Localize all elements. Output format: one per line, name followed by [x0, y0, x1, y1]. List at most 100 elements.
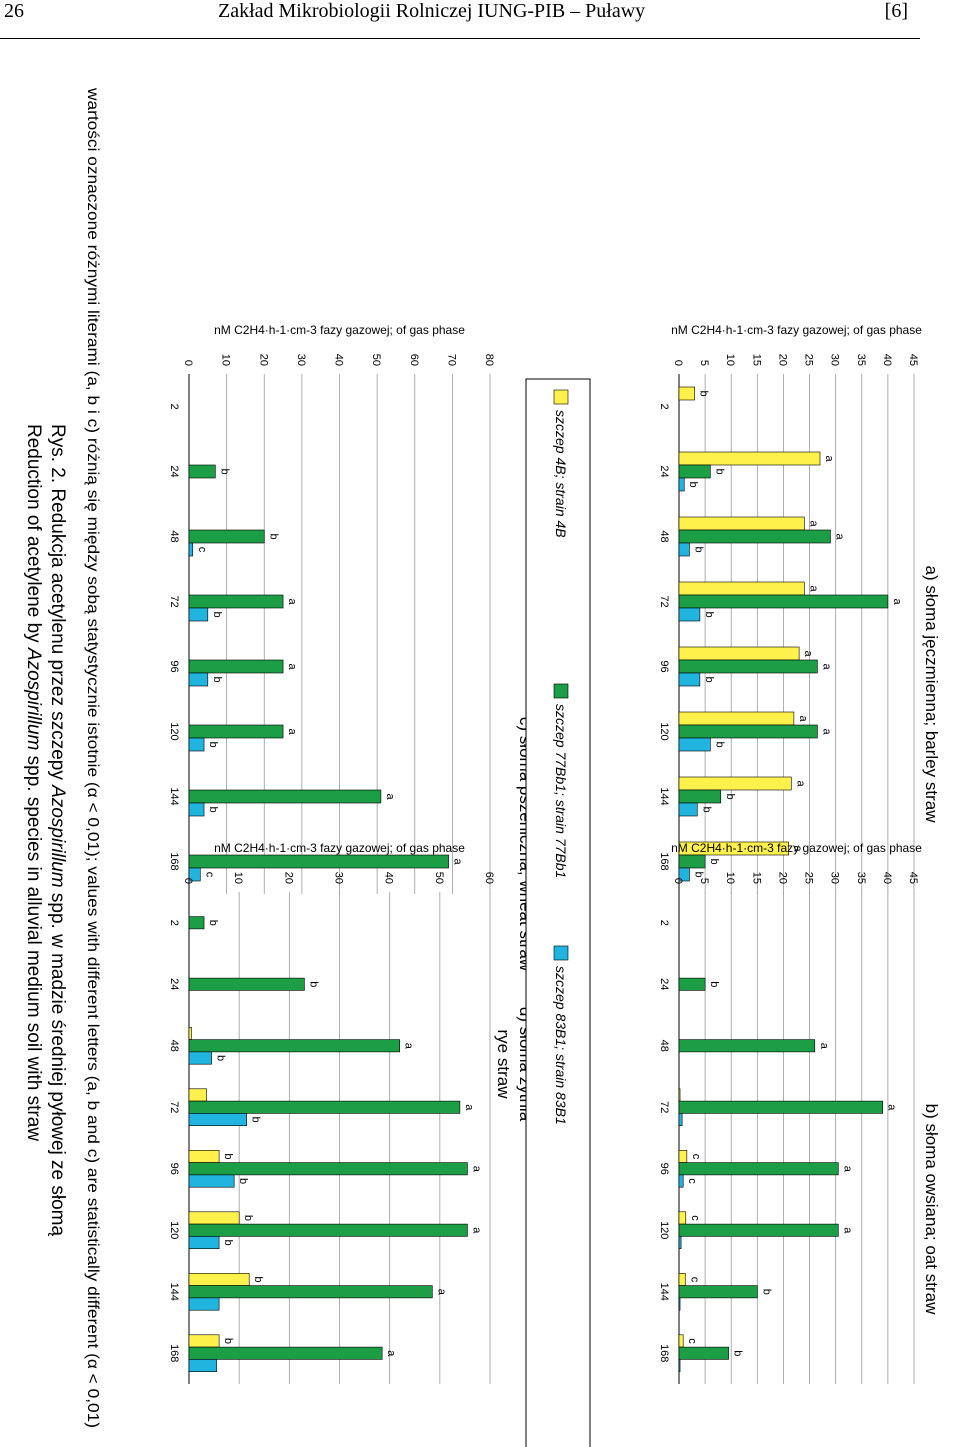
chart-b-ytick-label: 40 [881, 872, 893, 884]
chart-a-ytick-label: 10 [724, 354, 736, 366]
chart-a-ytick-label: 15 [750, 354, 762, 366]
chart-a-title: a) słoma jęczmienna; barley straw [922, 566, 941, 824]
chart-a-bar [678, 607, 701, 622]
chart-d-ytick-label: 0 [182, 878, 194, 884]
chart-b-bar [678, 1100, 883, 1114]
chart-a-bar-letter: a [823, 455, 835, 462]
chart-b-bar-letter: b [760, 1289, 772, 1295]
chart-c-ylabel: nM C2H4·h-1·cm-3 fazy gazowej; of gas ph… [214, 323, 465, 337]
chart-a-bar-letter: a [891, 598, 903, 605]
chart-b-ytick-label: 10 [724, 872, 736, 884]
chart-a-bar-letter: b [713, 468, 725, 474]
chart-c-bar [188, 672, 209, 687]
chart-a-bar-letter: a [820, 663, 832, 670]
chart-d-bar [188, 1334, 220, 1348]
chart-a-bar-letter: b [703, 611, 715, 617]
legend-swatch-83B1 [553, 945, 569, 961]
chart-b-ytick-label: 35 [855, 872, 867, 884]
figure-ref: [6] [884, 0, 908, 22]
footnote: wartości oznaczone różnymi literami (a, … [84, 87, 101, 1428]
chart-a-xtick-label: 72 [658, 595, 670, 607]
chart-a-bar [678, 789, 722, 804]
chart-a-bar [678, 724, 818, 739]
chart-b-bar [678, 1113, 683, 1127]
chart-d-bar-letter: b [222, 1153, 234, 1159]
chart-d-bar [188, 1150, 220, 1163]
chart-a-bar-letter: b [713, 741, 725, 747]
chart-b-bar [678, 1150, 688, 1163]
chart-a-xtick-label: 144 [658, 787, 670, 805]
chart-d-bar [188, 1236, 220, 1250]
chart-b-bar [678, 1334, 684, 1348]
chart-b-bar [678, 1039, 816, 1053]
chart-b-xtick-label: 96 [658, 1163, 670, 1175]
chart-a-bar [678, 867, 690, 882]
chart-a-bar [678, 386, 695, 401]
chart-b-xtick-label: 2 [658, 920, 670, 926]
chart-a-bar [678, 542, 690, 557]
chart-d-bar-letter: a [435, 1289, 447, 1296]
chart-a-bar [678, 529, 831, 544]
chart-d-bar [188, 1051, 212, 1065]
chart-d-bar-letter: a [403, 1043, 415, 1050]
chart-a-ytick-label: 45 [907, 354, 919, 366]
chart-c-ytick-label: 50 [370, 354, 382, 366]
chart-a-bar-letter: b [724, 793, 736, 799]
legend-label-4B: szczep 4B; strain 4B [553, 410, 569, 538]
chart-c-xtick-label: 48 [168, 530, 180, 542]
chart-c-bar-letter: b [211, 676, 223, 682]
chart-b-xtick-label: 168 [658, 1344, 670, 1362]
chart-c-ytick-label: 60 [408, 354, 420, 366]
chart-d-bar [188, 1088, 207, 1102]
chart-c-bar-letter: b [218, 468, 230, 474]
chart-b-bar [678, 977, 706, 991]
chart-a-xtick-label: 96 [658, 660, 670, 672]
chart-c-bar-letter: b [211, 611, 223, 617]
chart-c-bar [188, 464, 216, 479]
chart-a-bar [678, 659, 818, 674]
chart-a-xtick-label: 48 [658, 530, 670, 542]
chart-b-xtick-label: 24 [658, 978, 670, 990]
chart-b-bar [678, 1088, 681, 1102]
chart-d-ytick-label: 40 [383, 872, 395, 884]
chart-d-bar [188, 1039, 401, 1053]
chart-a-bar-letter: a [807, 520, 819, 527]
chart-d-xtick-label: 24 [168, 978, 180, 990]
chart-c-bar-letter: a [452, 858, 464, 865]
chart-c-xtick-label: 72 [168, 595, 180, 607]
running-title: Zakład Mikrobiologii Rolniczej IUNG-PIB … [218, 0, 646, 22]
chart-c-bar-letter: c [196, 547, 208, 553]
chart-c-bar [188, 737, 205, 752]
chart-a-xtick-label: 2 [658, 403, 670, 409]
chart-a-xtick-label: 120 [658, 722, 670, 740]
chart-b-bar [678, 1273, 686, 1286]
legend-swatch-4B [553, 389, 569, 405]
chart-a-bar [678, 594, 889, 609]
chart-c-bar [188, 659, 284, 674]
legend-swatch-77Bb1 [553, 683, 569, 699]
chart-c-bar [188, 529, 265, 544]
chart-c-ytick-label: 0 [182, 360, 194, 366]
chart-b-bar-letter: a [818, 1043, 830, 1050]
chart-a-ytick-label: 5 [698, 360, 710, 366]
chart-a-ytick-label: 20 [776, 354, 788, 366]
chart-d-bar-letter: b [307, 981, 319, 987]
chart-b-bar-letter: b [708, 981, 720, 987]
chart-d-ytick-label: 50 [433, 872, 445, 884]
chart-a-ytick-label: 30 [829, 354, 841, 366]
chart-c-xtick-label: 144 [168, 787, 180, 805]
chart-d-ytick-label: 10 [232, 872, 244, 884]
chart-a-bar [678, 581, 805, 596]
chart-d-bar [188, 1297, 220, 1311]
chart-d-bar-letter: b [237, 1178, 249, 1184]
chart-a-bar-letter: b [692, 871, 704, 877]
page-number: 26 [4, 0, 24, 22]
chart-b-ylabel: nM C2H4·h-1·cm-3 fazy gazowej; of gas ph… [671, 841, 922, 855]
chart-b-bar [678, 1297, 681, 1311]
chart-a-bar [678, 737, 711, 752]
chart-d-bar-letter: a [470, 1227, 482, 1234]
chart-a-xtick-label: 168 [658, 852, 670, 870]
chart-a-bar-letter: a [794, 780, 806, 787]
chart-d-bar-letter: b [207, 920, 219, 926]
chart-d-bar [188, 1223, 468, 1237]
